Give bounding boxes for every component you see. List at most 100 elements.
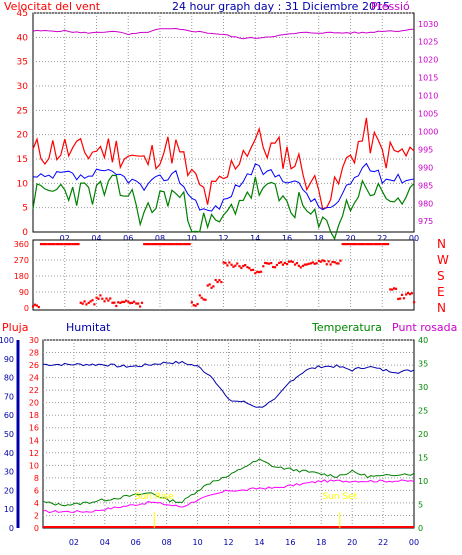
direction-point [295, 261, 299, 265]
direction-point [313, 262, 316, 265]
direction-point [117, 301, 120, 304]
direction-point [258, 271, 261, 274]
wind-xtick: 18 [314, 234, 324, 243]
rain-ytick: 2 [34, 511, 39, 520]
direction-point [333, 261, 336, 264]
hum-ytick: 0 [9, 524, 14, 533]
direction-point [355, 243, 358, 246]
wind-ytick-left: 5 [22, 204, 28, 214]
direction-point [196, 302, 199, 306]
direction-point [331, 260, 334, 264]
direction-point [303, 263, 306, 266]
label-punt-rosada: Punt rosada [392, 321, 458, 334]
direction-point [53, 243, 56, 246]
direction-point [145, 243, 148, 246]
direction-point [236, 262, 239, 265]
hum-ytick: 30 [4, 468, 14, 477]
direction-point [238, 265, 241, 268]
direction-point [234, 264, 237, 267]
direction-point [206, 284, 209, 287]
hum-xtick: 02 [69, 538, 79, 547]
direction-point [386, 243, 390, 246]
direction-point [289, 260, 293, 263]
rain-ytick: 30 [29, 336, 39, 345]
direction-point [359, 243, 362, 246]
direction-point [218, 279, 221, 282]
direction-point [51, 243, 54, 246]
direction-point [176, 243, 179, 246]
direction-point [281, 263, 285, 266]
direction-point [246, 266, 249, 269]
hum-xtick: 12 [223, 538, 233, 547]
direction-point [190, 301, 193, 304]
direction-point [399, 297, 402, 300]
direction-point [194, 304, 197, 307]
direction-point [287, 260, 291, 263]
direction-point [373, 243, 376, 246]
direction-point [45, 243, 48, 246]
direction-point [391, 288, 394, 291]
pressure-ytick-right: 1000 [418, 127, 438, 136]
direction-point [357, 243, 360, 246]
rain-ytick: 8 [34, 474, 39, 483]
direction-point [99, 294, 102, 297]
series-dew-point [43, 479, 415, 514]
direction-point [232, 265, 235, 268]
label-pluja: Pluja [2, 321, 29, 334]
direction-point [111, 301, 114, 304]
series-humidity [42, 360, 415, 408]
hum-xtick: 04 [100, 538, 110, 547]
dir-ytick: 90 [19, 288, 29, 297]
direction-point [95, 296, 98, 299]
direction-point [138, 305, 142, 308]
direction-point [299, 266, 302, 269]
temp-ytick: 15 [418, 454, 428, 463]
direction-point [256, 270, 259, 273]
direction-point [172, 243, 175, 246]
direction-point [337, 262, 340, 265]
rain-ytick: 14 [29, 436, 39, 445]
direction-point [79, 301, 82, 304]
direction-point [121, 300, 124, 303]
direction-point [89, 300, 92, 303]
direction-point [323, 260, 326, 263]
direction-point [166, 243, 170, 246]
direction-point [343, 243, 346, 246]
direction-point [381, 243, 384, 246]
direction-point [83, 300, 86, 303]
direction-point [226, 264, 229, 267]
direction-point [252, 268, 255, 271]
direction-point [212, 285, 215, 288]
direction-point [341, 243, 344, 246]
direction-point [103, 300, 106, 303]
title-velocitat: Velocitat del vent [4, 0, 101, 13]
direction-point [200, 296, 203, 299]
direction-point [59, 243, 62, 246]
hum-xtick: 16 [285, 538, 295, 547]
direction-point [402, 297, 406, 300]
direction-point [61, 243, 64, 246]
direction-point [335, 262, 338, 265]
direction-point [367, 243, 370, 246]
direction-point [325, 263, 328, 266]
title-date: 24 hour graph day : 31 Diciembre 2015 [172, 0, 390, 13]
direction-point [162, 243, 166, 246]
rain-ytick: 16 [29, 424, 39, 433]
direction-point [131, 301, 134, 304]
wind-ytick-left: 25 [17, 106, 28, 116]
panel-direction-frame [32, 239, 415, 311]
hum-xtick: 14 [254, 538, 264, 547]
hum-ytick: 80 [4, 374, 14, 383]
direction-point [148, 243, 152, 246]
title-pressio: Pressió [371, 0, 410, 13]
direction-point [35, 304, 39, 307]
direction-point [137, 302, 140, 305]
temp-ytick: 40 [418, 336, 428, 345]
direction-point [270, 261, 273, 265]
wind-xtick: 02 [60, 234, 70, 243]
direction-point [311, 261, 314, 264]
direction-point [164, 243, 167, 246]
direction-point [87, 301, 90, 304]
